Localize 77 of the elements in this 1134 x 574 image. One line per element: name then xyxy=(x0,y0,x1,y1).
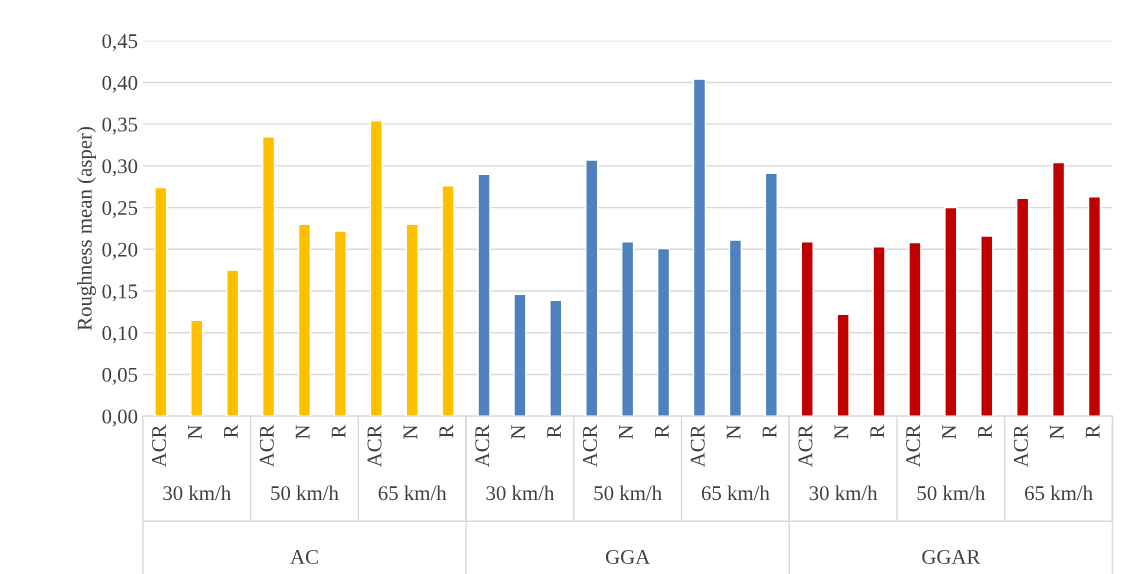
bar xyxy=(656,247,671,417)
y-tick-label: 0,15 xyxy=(102,284,138,302)
x-tick-label: ACR xyxy=(1013,424,1028,468)
y-axis-title: Roughness mean (asper) xyxy=(77,126,97,331)
x-tick-label: R xyxy=(978,424,992,438)
text: 30 km/h xyxy=(163,485,231,501)
x-tick-label: N xyxy=(726,424,741,439)
bar xyxy=(549,299,563,417)
x-tick-label: R xyxy=(870,424,885,438)
x-tick-label: R xyxy=(1085,424,1100,438)
x-tick-label: N xyxy=(619,424,633,439)
y-tick-label: 0,10 xyxy=(102,326,138,344)
x-tick-label: ACR xyxy=(475,424,490,468)
x-tick-label: R xyxy=(762,424,777,438)
bar xyxy=(1087,196,1102,417)
bar xyxy=(441,185,455,417)
x-tick-label: N xyxy=(1049,424,1064,439)
bar xyxy=(980,235,994,417)
x-tick-label: ACR xyxy=(152,424,167,468)
bar xyxy=(800,241,814,417)
x-tick-label: ACR xyxy=(798,424,813,468)
bar xyxy=(944,206,958,417)
x-tick-label: R xyxy=(331,424,346,438)
x-tick-label: N xyxy=(942,424,956,439)
bar xyxy=(692,78,707,417)
y-tick-label: 0,00 xyxy=(102,409,138,427)
x-tick-label: R xyxy=(547,424,561,438)
x-tick-label: ACR xyxy=(906,424,921,468)
text: GGAR xyxy=(922,550,981,565)
x-tick-label: N xyxy=(188,424,202,439)
text: 50 km/h xyxy=(271,485,339,501)
text: 30 km/h xyxy=(809,485,878,501)
x-tick-label: R xyxy=(224,424,238,438)
x-tick-label: N xyxy=(403,424,418,439)
bar xyxy=(764,172,778,417)
y-tick-label: 0,05 xyxy=(102,367,138,385)
bar xyxy=(872,246,886,417)
x-tick-label: ACR xyxy=(690,424,705,468)
text: 65 km/h xyxy=(378,485,447,501)
bar xyxy=(1051,161,1066,417)
bar xyxy=(190,319,204,417)
x-tick-label: ACR xyxy=(367,424,382,468)
x-tick-label: ACR xyxy=(259,424,274,468)
bar xyxy=(261,135,276,417)
bar xyxy=(513,293,527,417)
bar xyxy=(369,120,383,417)
x-tick-label: R xyxy=(439,424,454,438)
bar xyxy=(333,230,348,417)
x-tick-label: N xyxy=(834,424,849,439)
x-tick-label: N xyxy=(511,424,525,439)
text: 50 km/h xyxy=(594,485,662,501)
text: GGA xyxy=(605,550,651,565)
bar xyxy=(405,223,419,417)
bar xyxy=(477,173,491,417)
bar xyxy=(297,223,312,417)
text: 65 km/h xyxy=(1025,485,1093,501)
x-tick-label: R xyxy=(654,424,669,438)
y-tick-label: 0,35 xyxy=(102,117,138,135)
bar xyxy=(585,159,599,417)
bar xyxy=(836,313,850,417)
y-tick-label: 0,45 xyxy=(102,34,138,52)
bar xyxy=(621,241,635,417)
bar xyxy=(226,269,240,417)
y-tick-label: 0,40 xyxy=(102,75,138,93)
y-tick-label: 0,20 xyxy=(102,242,138,260)
bar xyxy=(154,186,168,417)
text: AC xyxy=(290,550,318,565)
text: 65 km/h xyxy=(701,485,770,501)
y-tick-label: 0,25 xyxy=(102,200,138,219)
text: 30 km/h xyxy=(486,485,555,501)
bar xyxy=(728,239,743,417)
x-tick-label: ACR xyxy=(582,424,597,468)
text: 50 km/h xyxy=(917,485,986,501)
bar xyxy=(908,241,922,417)
y-tick-label: 0,30 xyxy=(102,159,138,177)
x-tick-label: N xyxy=(295,424,310,439)
bar xyxy=(1016,197,1030,417)
